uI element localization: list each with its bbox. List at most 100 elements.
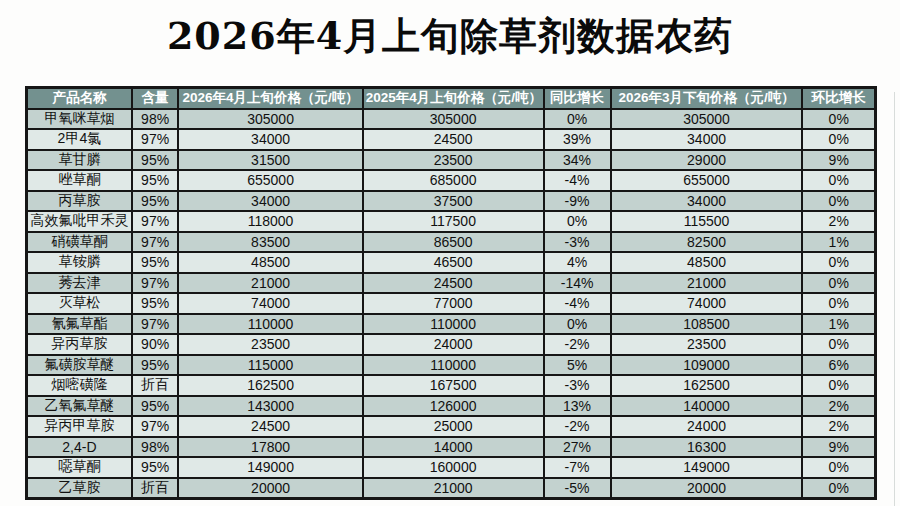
price-2026-mar-cell: 48500 bbox=[611, 252, 803, 273]
product-name-cell: 唑草酮 bbox=[27, 170, 132, 191]
table-row: 烟嘧磺隆折百162500167500-3%1625000% bbox=[27, 375, 876, 396]
product-name-cell: 氟磺胺草醚 bbox=[27, 355, 132, 376]
yoy-growth-cell: 4% bbox=[544, 252, 611, 273]
price-2026-apr-cell: 23500 bbox=[178, 334, 362, 355]
table-body: 甲氧咪草烟98%3050003050000%3050000%2甲4氯97%340… bbox=[27, 109, 876, 499]
price-2025-apr-cell: 25000 bbox=[363, 416, 544, 437]
price-2026-mar-cell: 655000 bbox=[611, 170, 803, 191]
price-2025-apr-cell: 23500 bbox=[363, 150, 544, 171]
yoy-growth-cell: -2% bbox=[544, 334, 611, 355]
price-2026-apr-cell: 655000 bbox=[178, 170, 362, 191]
price-2026-apr-cell: 20000 bbox=[178, 478, 362, 499]
content-cell: 95% bbox=[132, 355, 179, 376]
yoy-growth-cell: 39% bbox=[544, 129, 611, 150]
content-cell: 95% bbox=[132, 396, 179, 417]
product-name-cell: 乙草胺 bbox=[27, 478, 132, 499]
table-row: 氟磺胺草醚95%1150001100005%1090006% bbox=[27, 355, 876, 376]
price-2026-mar-cell: 16300 bbox=[611, 437, 803, 458]
content-cell: 折百 bbox=[132, 478, 179, 499]
mom-growth-cell: 2% bbox=[802, 396, 875, 417]
product-name-cell: 烟嘧磺隆 bbox=[27, 375, 132, 396]
yoy-growth-cell: 0% bbox=[544, 314, 611, 335]
price-2025-apr-cell: 46500 bbox=[363, 252, 544, 273]
price-2025-apr-cell: 126000 bbox=[363, 396, 544, 417]
price-2026-mar-cell: 34000 bbox=[611, 129, 803, 150]
content-cell: 97% bbox=[132, 232, 179, 253]
product-name-cell: 莠去津 bbox=[27, 273, 132, 294]
price-2026-apr-cell: 305000 bbox=[178, 109, 362, 130]
price-2026-apr-cell: 74000 bbox=[178, 293, 362, 314]
yoy-growth-cell: 34% bbox=[544, 150, 611, 171]
page-title: 2026年4月上旬除草剂数据农药 bbox=[0, 12, 900, 60]
mom-growth-cell: 0% bbox=[802, 252, 875, 273]
mom-growth-cell: 0% bbox=[802, 109, 875, 130]
content-cell: 折百 bbox=[132, 375, 179, 396]
mom-growth-cell: 0% bbox=[802, 457, 875, 478]
table-row: 乙草胺折百2000021000-5%200000% bbox=[27, 478, 876, 499]
header-price-2026-apr: 2026年4月上旬价格（元/吨） bbox=[178, 88, 362, 109]
price-2026-apr-cell: 83500 bbox=[178, 232, 362, 253]
table-row: 甲氧咪草烟98%3050003050000%3050000% bbox=[27, 109, 876, 130]
product-name-cell: 草甘膦 bbox=[27, 150, 132, 171]
herbicide-price-table: 产品名称 含量 2026年4月上旬价格（元/吨） 2025年4月上旬价格（元/吨… bbox=[25, 86, 877, 500]
yoy-growth-cell: 27% bbox=[544, 437, 611, 458]
content-cell: 97% bbox=[132, 273, 179, 294]
mom-growth-cell: 0% bbox=[802, 170, 875, 191]
product-name-cell: 高效氟吡甲禾灵 bbox=[27, 211, 132, 232]
table-row: 丙草胺95%3400037500-9%340000% bbox=[27, 191, 876, 212]
mom-growth-cell: 0% bbox=[802, 273, 875, 294]
header-price-2026-mar: 2026年3月下旬价格（元/吨） bbox=[611, 88, 803, 109]
price-2026-mar-cell: 108500 bbox=[611, 314, 803, 335]
product-name-cell: 氰氟草酯 bbox=[27, 314, 132, 335]
mom-growth-cell: 9% bbox=[802, 437, 875, 458]
price-2025-apr-cell: 21000 bbox=[363, 478, 544, 499]
price-2025-apr-cell: 24500 bbox=[363, 129, 544, 150]
mom-growth-cell: 0% bbox=[802, 478, 875, 499]
product-name-cell: 乙氧氟草醚 bbox=[27, 396, 132, 417]
mom-growth-cell: 0% bbox=[802, 334, 875, 355]
price-2026-apr-cell: 110000 bbox=[178, 314, 362, 335]
table-row: 草铵膦95%48500465004%485000% bbox=[27, 252, 876, 273]
price-2025-apr-cell: 24500 bbox=[363, 273, 544, 294]
yoy-growth-cell: -4% bbox=[544, 170, 611, 191]
yoy-growth-cell: 0% bbox=[544, 109, 611, 130]
price-2026-apr-cell: 21000 bbox=[178, 273, 362, 294]
content-cell: 95% bbox=[132, 293, 179, 314]
mom-growth-cell: 6% bbox=[802, 355, 875, 376]
price-2026-apr-cell: 24500 bbox=[178, 416, 362, 437]
product-name-cell: 2甲4氯 bbox=[27, 129, 132, 150]
price-2026-mar-cell: 29000 bbox=[611, 150, 803, 171]
table-row: 高效氟吡甲禾灵97%1180001175000%1155002% bbox=[27, 211, 876, 232]
price-2025-apr-cell: 37500 bbox=[363, 191, 544, 212]
mom-growth-cell: 0% bbox=[802, 129, 875, 150]
page: 2026年4月上旬除草剂数据农药 产品名称 含量 2026年4月上旬价格（元/吨… bbox=[0, 12, 900, 506]
yoy-growth-cell: -2% bbox=[544, 416, 611, 437]
price-2026-apr-cell: 17800 bbox=[178, 437, 362, 458]
price-2026-mar-cell: 34000 bbox=[611, 191, 803, 212]
content-cell: 97% bbox=[132, 211, 179, 232]
price-2026-apr-cell: 31500 bbox=[178, 150, 362, 171]
price-2025-apr-cell: 86500 bbox=[363, 232, 544, 253]
table-header: 产品名称 含量 2026年4月上旬价格（元/吨） 2025年4月上旬价格（元/吨… bbox=[27, 88, 876, 109]
price-2026-apr-cell: 34000 bbox=[178, 191, 362, 212]
price-2025-apr-cell: 685000 bbox=[363, 170, 544, 191]
product-name-cell: 异丙甲草胺 bbox=[27, 416, 132, 437]
yoy-growth-cell: 0% bbox=[544, 211, 611, 232]
table-row: 硝磺草酮97%8350086500-3%825001% bbox=[27, 232, 876, 253]
price-2025-apr-cell: 110000 bbox=[363, 314, 544, 335]
price-2026-apr-cell: 118000 bbox=[178, 211, 362, 232]
mom-growth-cell: 0% bbox=[802, 293, 875, 314]
mom-growth-cell: 1% bbox=[802, 314, 875, 335]
product-name-cell: 硝磺草酮 bbox=[27, 232, 132, 253]
price-2026-mar-cell: 115500 bbox=[611, 211, 803, 232]
table-row: 灭草松95%7400077000-4%740000% bbox=[27, 293, 876, 314]
price-2026-apr-cell: 162500 bbox=[178, 375, 362, 396]
yoy-growth-cell: -14% bbox=[544, 273, 611, 294]
yoy-growth-cell: -3% bbox=[544, 232, 611, 253]
price-2026-apr-cell: 115000 bbox=[178, 355, 362, 376]
price-2026-apr-cell: 143000 bbox=[178, 396, 362, 417]
yoy-growth-cell: -5% bbox=[544, 478, 611, 499]
table-row: 莠去津97%2100024500-14%210000% bbox=[27, 273, 876, 294]
price-2025-apr-cell: 77000 bbox=[363, 293, 544, 314]
yoy-growth-cell: -9% bbox=[544, 191, 611, 212]
